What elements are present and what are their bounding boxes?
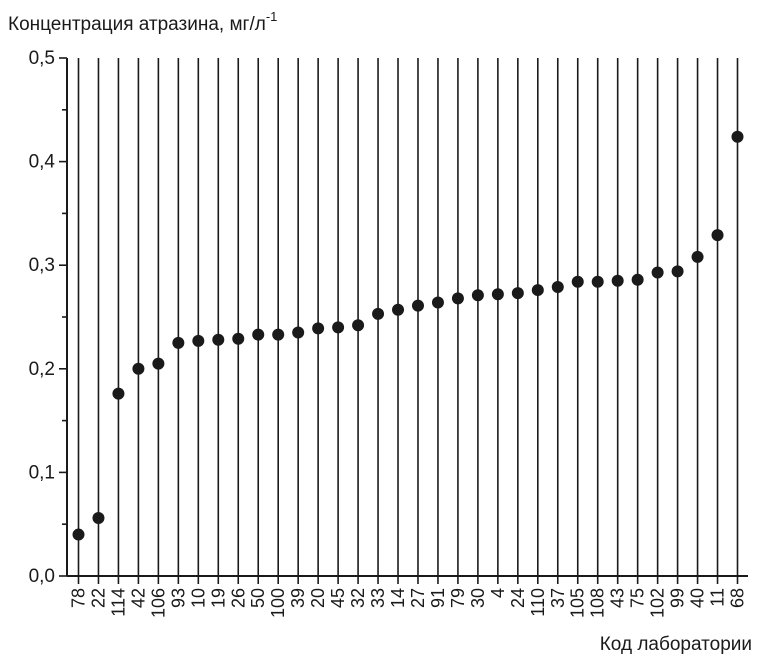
x-tick-label-50: 50 bbox=[248, 588, 268, 608]
x-tick-label-32: 32 bbox=[348, 588, 368, 608]
data-point-lab-27 bbox=[411, 299, 424, 312]
data-point-lab-14 bbox=[392, 303, 405, 316]
y-ticks: 0,0 0,1 0,2 0,3 0,4 0,5 bbox=[29, 48, 67, 587]
data-point-lab-32 bbox=[352, 319, 365, 332]
data-point-lab-99 bbox=[671, 265, 684, 278]
x-tick-label-99: 99 bbox=[668, 588, 688, 608]
x-tick-label-22: 22 bbox=[88, 588, 108, 608]
x-tick-label-33: 33 bbox=[368, 588, 388, 608]
data-point-lab-40 bbox=[691, 250, 704, 263]
x-tick-label-68: 68 bbox=[728, 588, 748, 608]
y-tick-label: 0,1 bbox=[29, 462, 55, 483]
data-point-lab-105 bbox=[571, 275, 584, 288]
x-tick-label-102: 102 bbox=[648, 588, 668, 618]
data-point-lab-108 bbox=[591, 275, 604, 288]
x-ticks: 78 22 114 42 106 93 10 19 26 50 100 39 20 45 32 33 14 27 9… bbox=[69, 576, 748, 618]
x-tick-label-75: 75 bbox=[628, 588, 648, 608]
x-tick-label-39: 39 bbox=[288, 588, 308, 608]
data-point-lab-93 bbox=[172, 336, 185, 349]
data-point-lab-43 bbox=[611, 274, 624, 287]
grid-lines bbox=[77, 58, 739, 576]
y-tick-label: 0,0 bbox=[29, 566, 55, 587]
y-tick-label: 0,5 bbox=[29, 48, 55, 69]
x-tick-label-42: 42 bbox=[128, 588, 148, 608]
data-point-lab-78 bbox=[72, 528, 85, 541]
data-point-lab-79 bbox=[451, 292, 464, 305]
x-tick-label-43: 43 bbox=[608, 588, 628, 608]
x-tick-label-27: 27 bbox=[408, 588, 428, 608]
x-tick-label-10: 10 bbox=[188, 588, 208, 608]
x-tick-label-45: 45 bbox=[328, 588, 348, 608]
data-point-lab-75 bbox=[631, 273, 644, 286]
x-tick-label-91: 91 bbox=[428, 588, 448, 608]
data-point-lab-106 bbox=[152, 357, 165, 370]
data-point-lab-20 bbox=[312, 322, 325, 335]
data-point-lab-19 bbox=[212, 333, 225, 346]
data-point-lab-42 bbox=[132, 362, 145, 375]
y-tick-label: 0,3 bbox=[29, 255, 55, 276]
x-tick-label-93: 93 bbox=[168, 588, 188, 608]
x-axis-label: Код лаборатории bbox=[600, 634, 752, 655]
x-tick-label-20: 20 bbox=[308, 588, 328, 608]
x-tick-label-110: 110 bbox=[528, 588, 548, 617]
data-point-lab-102 bbox=[651, 266, 664, 279]
x-tick-label-37: 37 bbox=[548, 588, 568, 608]
x-tick-label-30: 30 bbox=[468, 588, 488, 608]
data-point-lab-110 bbox=[531, 284, 544, 297]
y-axis-label-text: Концентрация атразина, мг/л bbox=[8, 14, 266, 35]
data-point-lab-4 bbox=[491, 288, 504, 301]
x-tick-label-100: 100 bbox=[268, 588, 288, 618]
data-point-lab-11 bbox=[711, 229, 724, 242]
data-point-lab-50 bbox=[252, 328, 265, 341]
x-tick-label-106: 106 bbox=[148, 588, 168, 618]
data-point-lab-10 bbox=[192, 334, 205, 347]
x-tick-label-78: 78 bbox=[69, 588, 89, 608]
x-tick-label-40: 40 bbox=[688, 588, 708, 608]
x-tick-label-26: 26 bbox=[228, 588, 248, 608]
y-axis-label: Концентрация атразина, мг/л-1 bbox=[8, 9, 277, 35]
x-tick-label-14: 14 bbox=[388, 588, 408, 608]
data-point-lab-91 bbox=[431, 296, 444, 309]
x-tick-label-108: 108 bbox=[588, 588, 608, 618]
x-tick-label-19: 19 bbox=[208, 588, 228, 608]
x-tick-label-11: 11 bbox=[708, 588, 728, 607]
axes bbox=[66, 58, 748, 577]
data-point-lab-114 bbox=[112, 387, 125, 400]
data-point-lab-37 bbox=[551, 280, 564, 293]
data-point-lab-45 bbox=[332, 321, 345, 334]
data-point-lab-22 bbox=[92, 511, 105, 524]
x-tick-label-114: 114 bbox=[108, 588, 128, 617]
y-tick-label: 0,4 bbox=[29, 152, 56, 173]
data-point-lab-68 bbox=[731, 130, 744, 143]
data-point-lab-33 bbox=[372, 307, 385, 320]
data-point-lab-100 bbox=[272, 328, 285, 341]
data-point-lab-24 bbox=[511, 287, 524, 300]
x-tick-label-24: 24 bbox=[508, 588, 528, 608]
data-point-lab-30 bbox=[471, 289, 484, 302]
x-tick-label-4: 4 bbox=[488, 588, 508, 598]
x-tick-label-79: 79 bbox=[448, 588, 468, 608]
data-points bbox=[72, 130, 744, 541]
data-point-lab-26 bbox=[232, 332, 245, 345]
data-point-lab-39 bbox=[292, 326, 305, 339]
y-tick-label: 0,2 bbox=[29, 359, 55, 380]
y-axis-label-superscript: -1 bbox=[266, 9, 278, 24]
x-tick-label-105: 105 bbox=[568, 588, 588, 618]
